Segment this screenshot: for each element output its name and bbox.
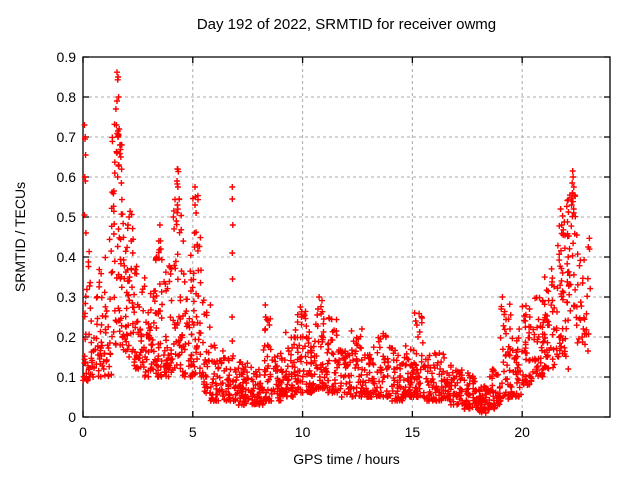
y-tick-label: 0.5: [57, 209, 77, 225]
x-tick-label: 5: [189, 424, 197, 440]
y-tick-label: 0.4: [57, 249, 77, 265]
y-tick-label: 0.2: [57, 329, 77, 345]
x-tick-label: 0: [79, 424, 87, 440]
y-tick-label: 0.7: [57, 129, 77, 145]
data-points: [80, 69, 594, 416]
y-axis-label: SRMTID / TECUs: [12, 181, 28, 293]
y-tick-label: 0: [68, 409, 76, 425]
x-tick-labels: 0 5 10 15 20: [79, 424, 530, 440]
y-tick-label: 0.9: [57, 49, 77, 65]
y-tick-label: 0.1: [57, 369, 77, 385]
y-tick-label: 0.3: [57, 289, 77, 305]
x-tick-label: 20: [514, 424, 530, 440]
x-tick-label: 15: [405, 424, 421, 440]
x-axis-label: GPS time / hours: [293, 451, 400, 467]
x-tick-label: 10: [295, 424, 311, 440]
y-tick-label: 0.8: [57, 89, 77, 105]
chart-title: Day 192 of 2022, SRMTID for receiver owm…: [196, 16, 497, 33]
y-tick-label: 0.6: [57, 169, 77, 185]
grid-lines: [83, 57, 610, 417]
y-tick-labels: 0 0.1 0.2 0.3 0.4 0.5 0.6 0.7 0.8 0.9: [57, 49, 77, 425]
